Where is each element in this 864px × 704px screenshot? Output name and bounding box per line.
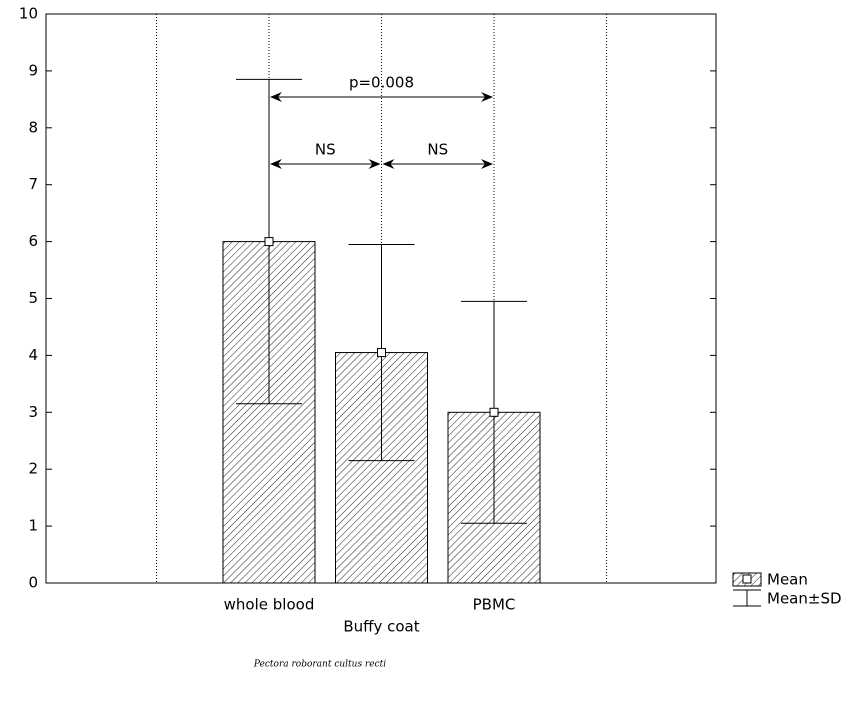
annotation: p=0.008 bbox=[349, 74, 414, 92]
y-tick-label: 1 bbox=[28, 517, 38, 535]
y-tick-label: 9 bbox=[28, 61, 38, 79]
y-tick-label: 8 bbox=[28, 118, 38, 136]
legend-label: Mean bbox=[767, 571, 808, 589]
x-tick-label: whole blood bbox=[224, 596, 315, 614]
y-tick-label: 6 bbox=[28, 232, 38, 250]
mean-marker bbox=[489, 407, 499, 417]
y-tick-label: 5 bbox=[28, 289, 38, 307]
x-tick-label: PBMC bbox=[473, 596, 516, 614]
y-tick-label: 10 bbox=[19, 5, 38, 23]
legend-marker bbox=[742, 574, 752, 584]
legend-label: Mean±SD bbox=[767, 590, 842, 608]
annotation: NS bbox=[315, 141, 336, 159]
y-tick-label: 4 bbox=[28, 346, 38, 364]
y-tick-label: 7 bbox=[28, 175, 38, 193]
y-tick-label: 2 bbox=[28, 460, 38, 478]
annotation: NS bbox=[427, 141, 448, 159]
mean-marker bbox=[377, 348, 386, 358]
x-tick-label: Buffy coat bbox=[343, 618, 419, 636]
y-tick-label: 0 bbox=[28, 574, 38, 592]
mean-marker bbox=[264, 237, 274, 247]
watermark: Pectora roborant cultus recti bbox=[253, 660, 386, 670]
y-tick-label: 3 bbox=[28, 403, 38, 421]
